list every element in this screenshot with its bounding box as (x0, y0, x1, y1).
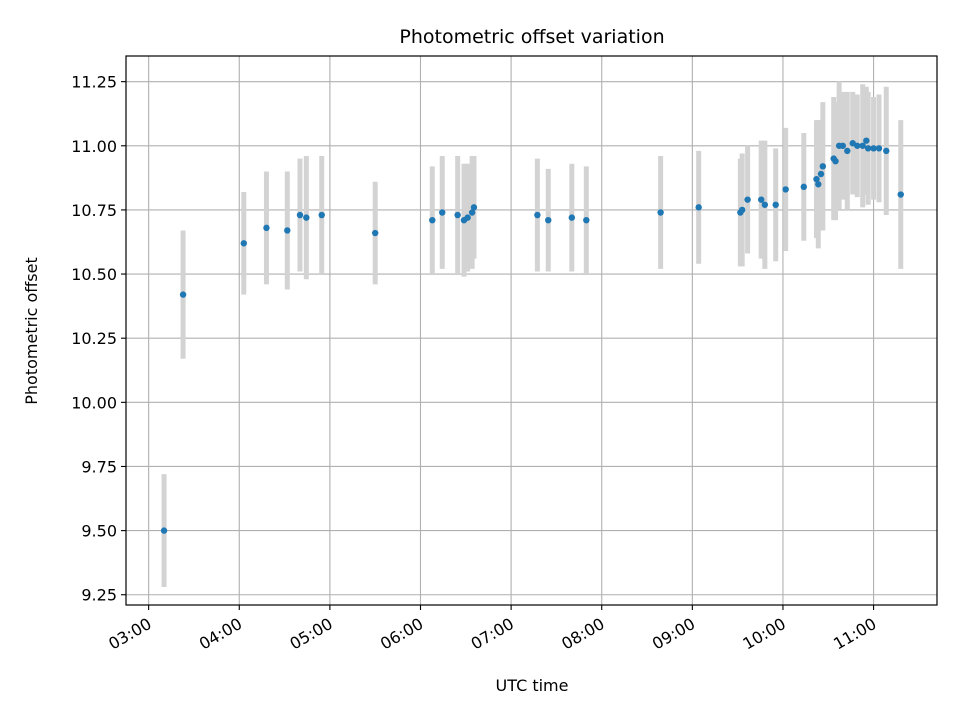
data-point (870, 145, 877, 152)
y-tick-label: 10.00 (71, 393, 117, 412)
data-point (545, 216, 552, 224)
y-tick-label: 10.25 (71, 329, 117, 348)
y-tick-label: 10.50 (71, 265, 117, 284)
data-point (263, 224, 270, 232)
y-tick-label: 11.00 (71, 137, 117, 156)
y-tick-label: 9.75 (81, 457, 117, 476)
data-point (758, 196, 765, 203)
y-tick-label: 9.25 (81, 586, 117, 605)
data-point (844, 147, 851, 155)
data-point (318, 211, 325, 219)
data-point (303, 214, 310, 221)
data-point (839, 142, 846, 149)
grid-lines (126, 56, 937, 605)
data-point (470, 204, 478, 211)
data-point (534, 211, 541, 219)
x-axis-title: UTC time (496, 676, 569, 695)
data-point (883, 147, 890, 155)
data-point (813, 175, 820, 183)
data-point (897, 191, 904, 198)
data-point (772, 201, 779, 208)
data-point (761, 201, 769, 208)
data-point (782, 186, 789, 193)
data-point (468, 209, 476, 216)
y-axis-ticks: 9.25 9.50 9.75 10.00 10.25 10.50 10.75 11.00 11.… (71, 73, 126, 605)
data-point (284, 227, 291, 234)
data-point (296, 211, 304, 219)
data-point (454, 211, 461, 219)
data-point (439, 209, 446, 216)
data-point (815, 181, 822, 188)
y-tick-label: 9.50 (81, 522, 117, 541)
data-point (738, 206, 746, 214)
data-point (240, 240, 247, 247)
data-point (744, 196, 751, 203)
data-point (875, 145, 883, 152)
data-point (863, 137, 870, 144)
data-point (179, 291, 187, 298)
data-point (568, 214, 576, 221)
data-point (583, 216, 590, 224)
data-point (864, 145, 872, 152)
data-point (817, 170, 825, 178)
y-axis-title: Photometric offset (22, 257, 41, 405)
data-point (160, 527, 168, 534)
data-point (657, 209, 664, 216)
data-point (819, 163, 827, 170)
plot-area-frame (125, 55, 938, 606)
data-point (429, 216, 436, 224)
data-points (160, 137, 904, 534)
data-point (371, 229, 379, 237)
data-point (854, 142, 861, 149)
data-point (832, 157, 839, 165)
data-point (859, 142, 866, 149)
y-tick-label: 11.25 (71, 73, 117, 92)
data-point (800, 183, 807, 191)
data-point (695, 204, 702, 211)
data-point (464, 214, 471, 221)
chart-title: Photometric offset variation (399, 26, 664, 48)
y-tick-label: 10.75 (71, 201, 117, 220)
